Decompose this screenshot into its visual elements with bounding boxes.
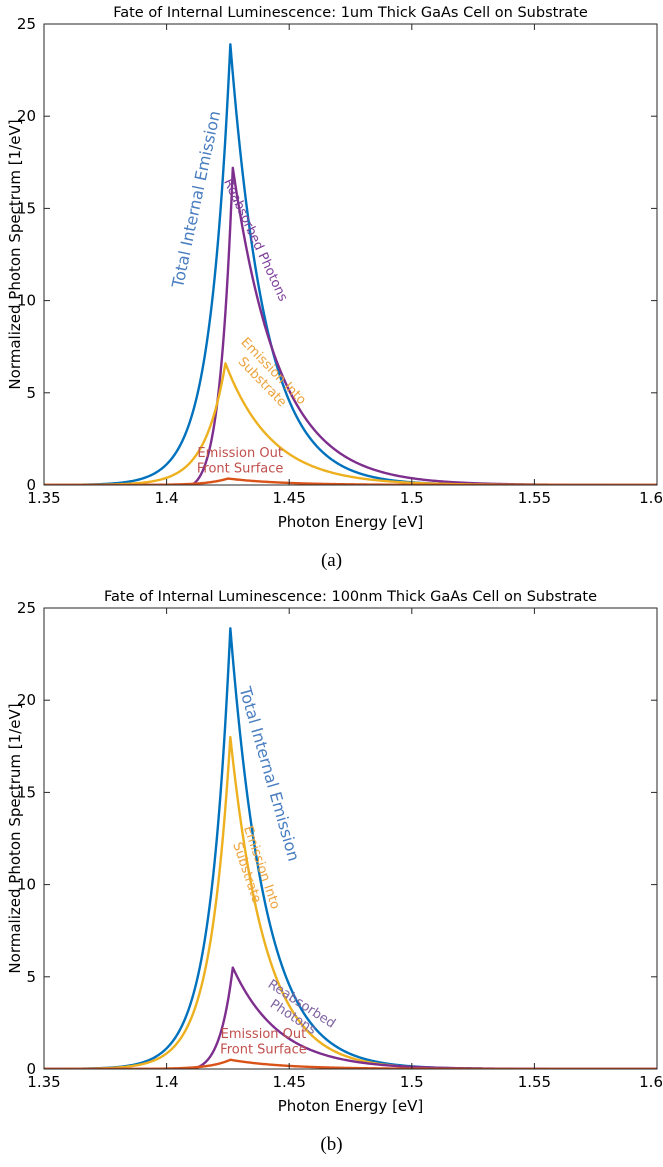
x-tick-label: 1.4 xyxy=(155,489,179,507)
series-line-total-internal-emission xyxy=(44,627,657,1069)
y-tick-label: 5 xyxy=(26,968,36,986)
x-tick-label: 1.45 xyxy=(272,1073,305,1091)
x-tick-label: 1.6 xyxy=(639,1073,663,1091)
series-line-emission-into-substrate xyxy=(44,362,657,485)
x-tick-label: 1.5 xyxy=(400,489,424,507)
x-tick-label: 1.35 xyxy=(27,1073,60,1091)
annotation-emission-into-substrate: Emission IntoSubstrate xyxy=(226,335,309,419)
y-tick-label: 0 xyxy=(26,476,36,494)
y-tick-label: 25 xyxy=(17,15,36,33)
y-tick-label: 15 xyxy=(17,199,36,217)
chart-panel-a: Fate of Internal Luminescence: 1um Thick… xyxy=(0,0,663,583)
series-line-total-internal-emission xyxy=(44,43,657,485)
panel-caption-b: (b) xyxy=(320,1134,343,1155)
annotation-emission-out-front-surface: Emission Out Front Surface xyxy=(220,1027,307,1058)
annotation-emission-into-substrate: Emission IntoSubstrate xyxy=(225,824,282,916)
y-tick-label: 0 xyxy=(26,1060,36,1078)
chart-panel-b: Fate of Internal Luminescence: 100nm Thi… xyxy=(0,584,663,1167)
x-tick-label: 1.45 xyxy=(272,489,305,507)
chart-b: Fate of Internal Luminescence: 100nm Thi… xyxy=(6,589,663,1115)
y-axis-label: Normalized Photon Spectrum [1/eV] xyxy=(6,119,24,389)
chart-title: Fate of Internal Luminescence: 1um Thick… xyxy=(113,5,588,21)
y-tick-label: 20 xyxy=(17,691,36,709)
y-axis-label: Normalized Photon Spectrum [1/eV] xyxy=(6,703,24,973)
y-tick-label: 10 xyxy=(17,292,36,310)
series-line-reabsorbed-photons xyxy=(44,166,657,485)
annotation-emission-out-front-surface: Emission Out Front Surface xyxy=(197,446,284,477)
plot-frame xyxy=(43,607,658,1070)
x-axis-label: Photon Energy [eV] xyxy=(278,513,424,531)
y-tick-label: 10 xyxy=(17,876,36,894)
y-tick-label: 25 xyxy=(17,599,36,617)
plot-frame xyxy=(43,23,658,486)
x-tick-label: 1.35 xyxy=(27,489,60,507)
y-tick-label: 20 xyxy=(17,107,36,125)
x-axis-label: Photon Energy [eV] xyxy=(278,1097,424,1115)
x-tick-label: 1.55 xyxy=(518,489,551,507)
chart-title: Fate of Internal Luminescence: 100nm Thi… xyxy=(104,589,597,605)
x-tick-label: 1.4 xyxy=(155,1073,179,1091)
x-tick-label: 1.6 xyxy=(639,489,663,507)
y-tick-label: 5 xyxy=(26,384,36,402)
y-tick-label: 15 xyxy=(17,783,36,801)
panel-caption-a: (a) xyxy=(320,550,343,571)
x-tick-label: 1.5 xyxy=(400,1073,424,1091)
chart-a: Fate of Internal Luminescence: 1um Thick… xyxy=(6,5,663,531)
series-line-emission-into-substrate xyxy=(44,735,657,1069)
x-tick-label: 1.55 xyxy=(518,1073,551,1091)
